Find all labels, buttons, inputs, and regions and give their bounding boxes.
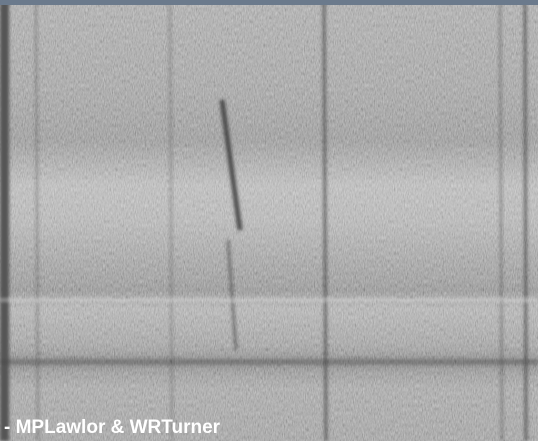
top-strip [0, 0, 538, 5]
credit-caption: - MPLawlor & WRTurner [4, 417, 221, 438]
